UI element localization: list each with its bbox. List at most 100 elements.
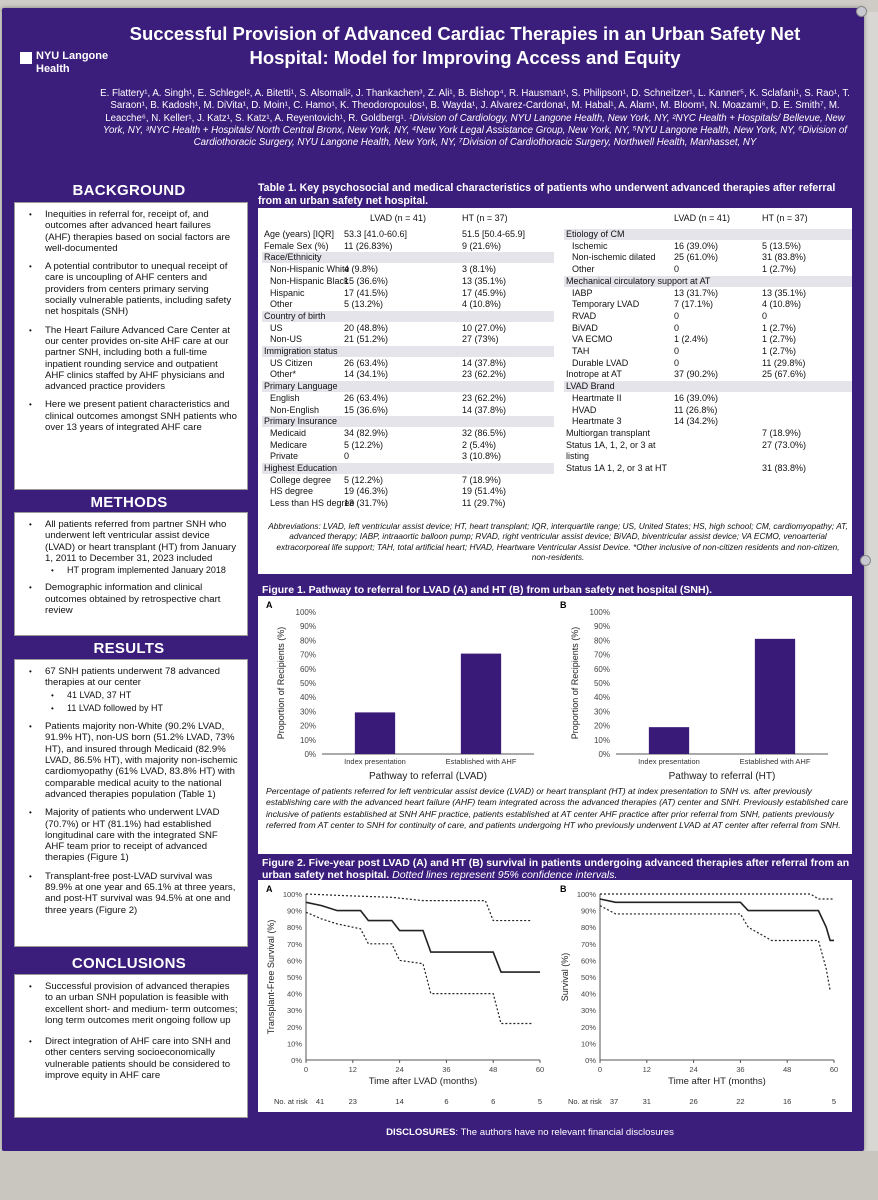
- row-label: Medicaid: [270, 427, 307, 438]
- figure2a-survival-chart: A 0% 10% 20% 30% 40% 50% 60% 70% 80% 90% 100% 0 12 24 3…: [266, 884, 544, 1106]
- methods-bullet: All patients referred from partner SNH w…: [29, 519, 239, 564]
- row-lvad-value: 5 (13.2%): [344, 299, 384, 310]
- table-row: Status 1A, 1, 2, or 3 at 27 (73.0%): [564, 440, 852, 451]
- row-label: IABP: [572, 287, 593, 298]
- y-tick-label: 10%: [581, 1039, 596, 1048]
- row-label: VA ECMO: [572, 334, 613, 345]
- y-tick-label: 100%: [577, 890, 597, 899]
- row-label: Non-English: [270, 404, 320, 415]
- y-tick-label: 30%: [300, 707, 316, 716]
- row-lvad-value: 4 (9.8%): [344, 264, 379, 275]
- at-risk-value: 5: [538, 1097, 542, 1106]
- logo-line1: NYU Langone: [36, 50, 109, 62]
- background-bullet: A potential contributor to unequal recei…: [29, 261, 239, 317]
- y-tick-label: 0%: [585, 1056, 596, 1065]
- row-ht-value: 10 (27.0%): [462, 322, 507, 333]
- at-risk-value: 37: [610, 1097, 618, 1106]
- row-label: US: [270, 322, 283, 333]
- row-ht-value: 1 (2.7%): [762, 322, 797, 333]
- y-tick-label: 20%: [594, 722, 610, 731]
- row-lvad-value: 37 (90.2%): [674, 369, 719, 380]
- table-row: College degree 5 (12.2%) 7 (18.9%): [262, 475, 554, 486]
- at-risk-value: 26: [689, 1097, 697, 1106]
- y-tick-label: 60%: [287, 956, 302, 965]
- table-row: VA ECMO 1 (2.4%) 1 (2.7%): [564, 334, 852, 345]
- conclusions-bullet: Direct integration of AHF care into SNH …: [29, 1036, 239, 1081]
- row-label: Hispanic: [270, 287, 305, 298]
- row-ht-value: 3 (8.1%): [462, 264, 497, 275]
- author-list: E. Flattery¹, A. Singh¹, E. Schlegel², A…: [95, 88, 855, 149]
- table-row: Private 0 3 (10.8%): [262, 451, 554, 462]
- table-row: Medicare 5 (12.2%) 2 (5.4%): [262, 440, 554, 451]
- panel-letter: A: [266, 884, 273, 894]
- figure1-note: Percentage of patients referred for left…: [266, 786, 849, 830]
- bar: [354, 712, 396, 754]
- table-row: Inotrope at AT 37 (90.2%) 25 (67.6%): [564, 369, 852, 380]
- bar: [648, 727, 690, 754]
- row-label: Temporary LVAD: [572, 299, 640, 310]
- disclosures-text: : The authors have no relevant financial…: [455, 1127, 674, 1138]
- table-row: Mechanical circulatory support at AT: [564, 275, 852, 287]
- col-lvad-header: LVAD (n = 41): [370, 213, 426, 223]
- y-tick-label: 0%: [598, 750, 610, 759]
- table1-caption: Table 1. Key psychosocial and medical ch…: [258, 182, 836, 207]
- row-lvad-value: 13 (31.7%): [674, 287, 719, 298]
- table-row: US 20 (48.8%) 10 (27.0%): [262, 323, 554, 334]
- row-ht-value: 1 (2.7%): [762, 346, 797, 356]
- row-lvad-value: 16 (39.0%): [674, 392, 719, 403]
- x-tick-label: 36: [442, 1065, 450, 1074]
- y-axis-label: Survival (%): [560, 953, 570, 1002]
- figure1-caption: Figure 1. Pathway to referral for LVAD (…: [262, 584, 712, 596]
- y-tick-label: 50%: [594, 679, 610, 688]
- row-ht-value: 1 (2.7%): [762, 334, 797, 345]
- y-tick-label: 60%: [594, 665, 610, 674]
- results-subbullet: 11 LVAD followed by HT: [29, 703, 239, 715]
- ci-lower-line: [599, 905, 831, 991]
- row-label: Status 1A 1, 2, or 3 at HT: [566, 463, 668, 473]
- row-label: Heartmate 3: [572, 416, 622, 427]
- y-tick-label: 20%: [581, 1023, 596, 1032]
- table-row: HVAD 11 (26.8%): [564, 405, 852, 416]
- table1-abbreviations: Abbreviations: LVAD, left ventricular as…: [268, 521, 848, 563]
- row-label: Immigration status: [264, 346, 338, 356]
- survival-line: [599, 898, 834, 942]
- row-label: Highest Education: [264, 463, 338, 473]
- affiliations: ¹Division of Cardiology, NYU Langone Hea…: [103, 112, 847, 149]
- row-lvad-value: 0: [674, 346, 680, 356]
- row-lvad-value: 15 (36.6%): [344, 404, 389, 415]
- conclusions-heading: CONCLUSIONS: [71, 955, 187, 972]
- table-row: US Citizen 26 (63.4%) 14 (37.8%): [262, 358, 554, 369]
- table-row: Non-ischemic dilated 25 (61.0%) 31 (83.8%): [564, 252, 852, 263]
- row-lvad-value: 1 (2.4%): [674, 334, 709, 345]
- col-ht-header: HT (n = 37): [762, 213, 808, 223]
- panel-letter: B: [560, 600, 567, 610]
- row-lvad-value: 26 (63.4%): [344, 357, 389, 368]
- background-bullet: Inequities in referral for, receipt of, …: [29, 209, 239, 254]
- poster-title: Successful Provision of Advanced Cardiac…: [129, 23, 801, 68]
- row-label: Primary Language: [264, 381, 338, 392]
- ci-upper-line: [305, 893, 533, 922]
- y-tick-label: 80%: [300, 636, 316, 645]
- row-label: Mechanical circulatory support at AT: [566, 275, 711, 286]
- y-tick-label: 100%: [590, 608, 610, 617]
- table-row: Medicaid 34 (82.9%) 32 (86.5%): [262, 428, 554, 439]
- y-tick-label: 20%: [287, 1023, 302, 1032]
- conclusions-bullet: Successful provision of advanced therapi…: [29, 981, 239, 1026]
- table-row: Female Sex (%) 11 (26.83%) 9 (21.6%): [262, 241, 554, 252]
- row-label: Multiorgan transplant: [566, 427, 651, 438]
- row-lvad-value: 5 (12.2%): [344, 439, 384, 450]
- figure1a-bar-chart: A 0% 10% 20% 30% 40% 50% 60% 70% 80% 90% 100% Index …: [266, 600, 534, 782]
- row-label: Female Sex (%): [264, 240, 329, 251]
- x-tick-label: 12: [349, 1065, 357, 1074]
- y-tick-label: 0%: [304, 750, 316, 759]
- table-row: HS degree 19 (46.3%) 19 (51.4%): [262, 486, 554, 497]
- table-row: Race/Ethnicity: [262, 252, 554, 264]
- y-tick-label: 20%: [300, 722, 316, 731]
- row-ht-value: 13 (35.1%): [762, 287, 807, 298]
- table-row: Status 1A 1, 2, or 3 at HT 31 (83.8%): [564, 463, 852, 474]
- table-row: Non-Hispanic White 4 (9.8%) 3 (8.1%): [262, 264, 554, 275]
- at-risk-value: 41: [316, 1097, 324, 1106]
- ci-lower-line: [305, 911, 533, 1025]
- table-row: Country of birth: [262, 310, 554, 322]
- y-tick-label: 40%: [581, 990, 596, 999]
